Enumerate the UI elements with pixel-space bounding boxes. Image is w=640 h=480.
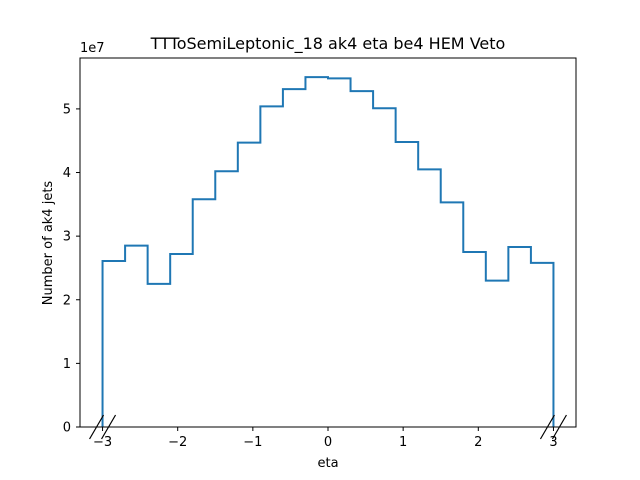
x-tick-label: 2 <box>474 435 482 450</box>
x-tick-label: −2 <box>168 435 187 450</box>
y-tick-label: 1 <box>63 357 71 372</box>
y-axis-label: Number of ak4 jets <box>41 181 56 306</box>
x-axis-label: eta <box>317 456 338 471</box>
y-tick-label: 4 <box>63 166 71 181</box>
chart-title: TTToSemiLeptonic_18 ak4 eta be4 HEM Veto <box>150 34 506 54</box>
axis-break-slash <box>551 414 567 440</box>
y-tick-label: 0 <box>63 421 71 436</box>
x-tick-label: 1 <box>399 435 407 450</box>
axis-break-slash <box>101 414 117 440</box>
axis-break-slash <box>539 414 555 440</box>
axis-break-marks <box>89 414 567 440</box>
x-tick-label: 3 <box>549 435 557 450</box>
y-axis-ticks: 0 1 2 3 4 5 <box>63 102 80 436</box>
histogram-step-line <box>101 76 555 427</box>
axis-break-slash <box>89 414 105 440</box>
x-tick-label: 0 <box>324 435 332 450</box>
x-axis-ticks: −3 −2 −1 0 1 2 3 <box>93 427 558 450</box>
plot-frame <box>79 57 577 428</box>
y-tick-label: 2 <box>63 293 71 308</box>
y-offset-label: 1e7 <box>80 41 105 56</box>
x-tick-label: −1 <box>243 435 262 450</box>
y-tick-label: 3 <box>63 230 71 245</box>
y-tick-label: 5 <box>63 102 71 117</box>
x-tick-label: −3 <box>93 435 112 450</box>
